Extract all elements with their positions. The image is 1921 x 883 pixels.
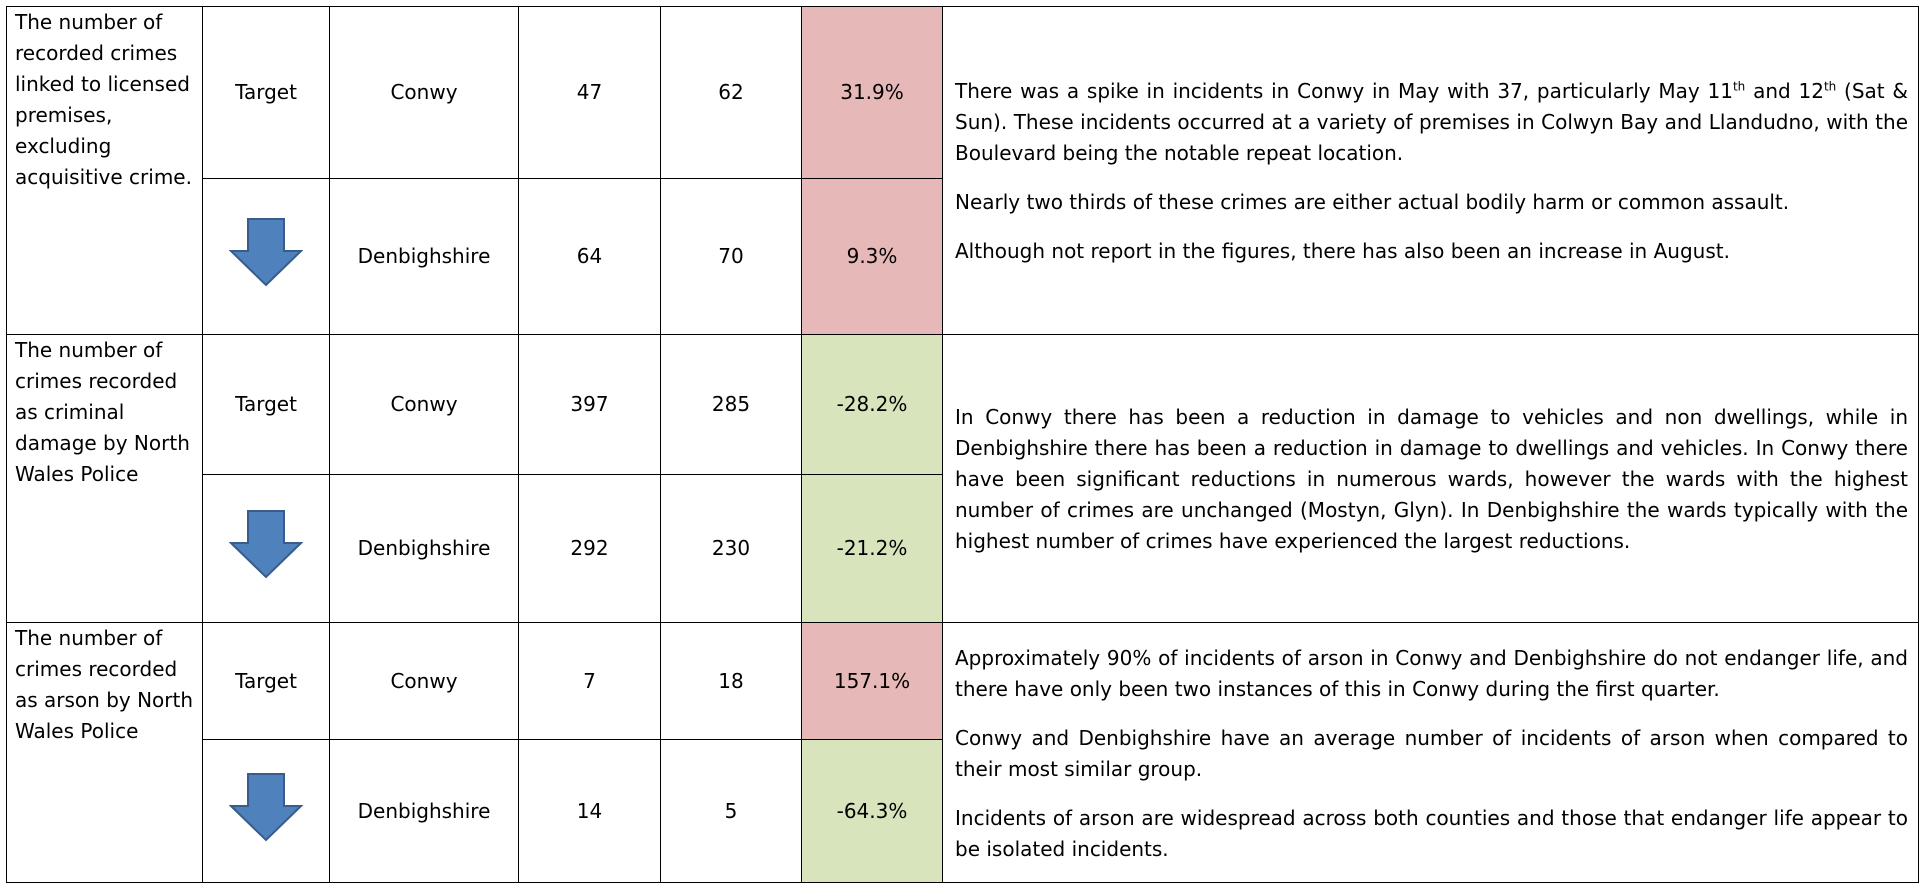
value-cell: 62	[660, 6, 802, 179]
commentary-paragraph: There was a spike in incidents in Conwy …	[955, 76, 1908, 169]
commentary-cell: Approximately 90% of incidents of arson …	[942, 622, 1919, 883]
table-row: Denbighshire 14 5 -64.3%	[7, 739, 1919, 883]
down-arrow-icon	[228, 218, 304, 287]
table-row: The number of recorded crimes linked to …	[6, 6, 1919, 335]
measure-cell: The number of crimes recorded as crimina…	[6, 334, 203, 623]
down-arrow-icon	[228, 510, 304, 579]
value-cell: Denbighshire	[329, 739, 519, 883]
text: There was a spike in incidents in Conwy …	[955, 79, 1733, 103]
value-cell: 230	[660, 474, 802, 623]
value-cell: Conwy	[329, 622, 519, 740]
performance-table: The number of recorded crimes linked to …	[6, 6, 1919, 883]
target-cell: Target	[202, 334, 330, 475]
text: Conwy and Denbighshire have an average n…	[955, 725, 1908, 781]
commentary-paragraph: Although not report in the figures, ther…	[955, 236, 1908, 267]
text: and 12	[1745, 79, 1824, 103]
target-cell: Target	[202, 6, 330, 179]
text: Approximately 90% of incidents of arson …	[955, 645, 1908, 701]
value-cell: 64	[518, 178, 661, 335]
measure-cell: The number of crimes recorded as arson b…	[6, 622, 203, 883]
table-row: Denbighshire 64 70 9.3%	[7, 178, 1919, 335]
measure-cell: The number of recorded crimes linked to …	[6, 6, 203, 335]
value-cell: 397	[518, 334, 661, 475]
value-cell: Conwy	[329, 334, 519, 475]
value-cell: 5	[660, 739, 802, 883]
table-row: The number of crimes recorded as crimina…	[6, 334, 1919, 623]
commentary-cell: There was a spike in incidents in Conwy …	[942, 6, 1919, 335]
value-cell: Conwy	[329, 6, 519, 179]
table-row: Denbighshire 292 230 -21.2%	[7, 474, 1919, 623]
change-cell: -28.2%	[801, 334, 943, 475]
change-cell: -21.2%	[801, 474, 943, 623]
superscript: th	[1823, 79, 1837, 94]
down-arrow-icon	[228, 772, 304, 841]
commentary-paragraph: Conwy and Denbighshire have an average n…	[955, 723, 1908, 785]
change-cell: 31.9%	[801, 6, 943, 179]
value-cell: 285	[660, 334, 802, 475]
text: Although not report in the figures, ther…	[955, 239, 1730, 263]
value-cell: 70	[660, 178, 802, 335]
value-cell: Denbighshire	[329, 474, 519, 623]
commentary-paragraph: Nearly two thirds of these crimes are ei…	[955, 187, 1908, 218]
arrow-cell	[202, 474, 330, 623]
arrow-cell	[202, 178, 330, 335]
value-cell: 7	[518, 622, 661, 740]
text: Nearly two thirds of these crimes are ei…	[955, 190, 1790, 214]
change-cell: 9.3%	[801, 178, 943, 335]
value-cell: 292	[518, 474, 661, 623]
change-cell: -64.3%	[801, 739, 943, 883]
commentary-paragraph: Incidents of arson are widespread across…	[955, 803, 1908, 865]
value-cell: 47	[518, 6, 661, 179]
text: (Sat & Sun). These incidents occurred at…	[955, 79, 1909, 165]
table-row: The number of crimes recorded as arson b…	[6, 622, 1919, 883]
commentary-paragraph: Approximately 90% of incidents of arson …	[955, 643, 1908, 705]
commentary-cell: In Conwy there has been a reduction in d…	[942, 334, 1919, 623]
change-cell: 157.1%	[801, 622, 943, 740]
text: In Conwy there has been a reduction in d…	[955, 405, 1908, 553]
value-cell: 18	[660, 622, 802, 740]
value-cell: Denbighshire	[329, 178, 519, 335]
commentary-paragraph: In Conwy there has been a reduction in d…	[955, 402, 1908, 557]
superscript: th	[1732, 79, 1746, 94]
value-cell: 14	[518, 739, 661, 883]
text: Incidents of arson are widespread across…	[955, 805, 1908, 861]
target-cell: Target	[202, 622, 330, 740]
arrow-cell	[202, 739, 330, 883]
